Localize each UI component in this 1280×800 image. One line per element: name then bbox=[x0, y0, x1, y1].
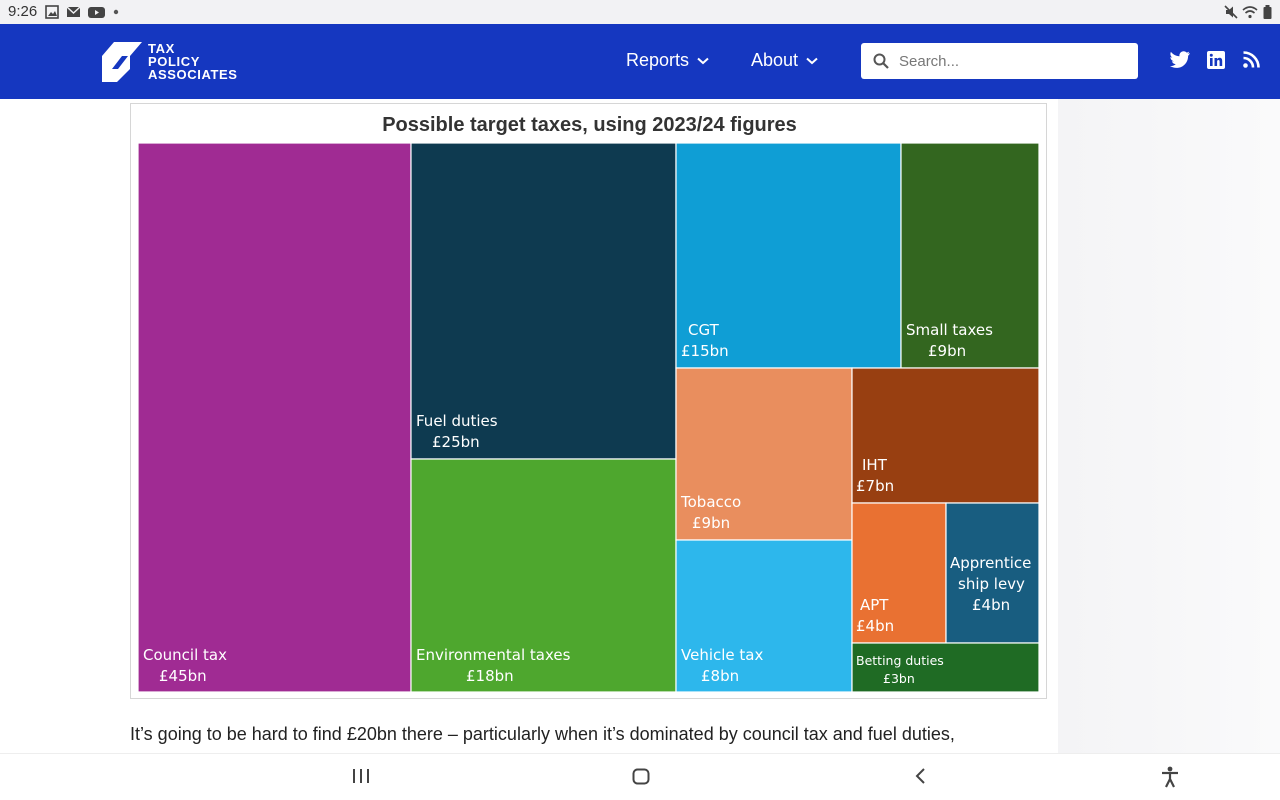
status-bar: 9:26 bbox=[0, 0, 1280, 24]
search-box[interactable] bbox=[861, 43, 1138, 79]
treemap-rect bbox=[410, 458, 677, 693]
treemap-label: Fuel duties bbox=[416, 412, 498, 430]
treemap-rect bbox=[851, 642, 1040, 693]
treemap-tile-cgt: CGT £15bn bbox=[675, 142, 902, 369]
rss-icon[interactable] bbox=[1243, 51, 1260, 68]
site-logo[interactable]: TAX POLICY ASSOCIATES bbox=[102, 42, 252, 82]
youtube-icon bbox=[88, 7, 105, 18]
treemap-rect bbox=[945, 502, 1040, 644]
treemap-value-label: £4bn bbox=[856, 617, 894, 635]
treemap-label: APT bbox=[860, 596, 889, 614]
more-notifications-icon bbox=[113, 9, 119, 15]
chevron-down-icon bbox=[697, 57, 709, 64]
treemap-value-label: £25bn bbox=[432, 433, 480, 451]
treemap-value-label: £15bn bbox=[681, 342, 729, 360]
treemap-value-label: £7bn bbox=[856, 477, 894, 495]
nav-reports-label: Reports bbox=[626, 50, 690, 70]
linkedin-icon[interactable] bbox=[1207, 51, 1225, 69]
logo-mark-icon bbox=[102, 42, 142, 82]
treemap-tile-betting-duties: Betting duties £3bn bbox=[851, 642, 1040, 693]
treemap-value-label: £9bn bbox=[928, 342, 966, 360]
back-icon[interactable] bbox=[914, 766, 928, 786]
search-input[interactable] bbox=[899, 52, 1129, 70]
status-time: 9:26 bbox=[8, 3, 38, 20]
treemap-tile-small-taxes: Small taxes £9bn bbox=[900, 142, 1040, 369]
search-icon bbox=[873, 53, 889, 69]
treemap-label: CGT bbox=[688, 321, 720, 339]
site-header: TAX POLICY ASSOCIATES Reports About bbox=[0, 24, 1280, 99]
treemap-label: Environmental taxes bbox=[416, 646, 571, 664]
mute-icon bbox=[1224, 5, 1238, 19]
article-paragraph: It’s going to be hard to find £20bn ther… bbox=[130, 724, 955, 744]
side-panel bbox=[1058, 99, 1280, 753]
treemap-label: Vehicle tax bbox=[681, 646, 763, 664]
accessibility-icon[interactable] bbox=[1160, 766, 1180, 788]
mail-icon bbox=[66, 6, 81, 17]
treemap-label: ship levy bbox=[958, 575, 1025, 593]
chart-figure: Possible target taxes, using 2023/24 fig… bbox=[130, 103, 1047, 699]
logo-text: TAX POLICY ASSOCIATES bbox=[148, 42, 238, 81]
nav-about-label: About bbox=[751, 50, 799, 70]
treemap-label: Council tax bbox=[143, 646, 227, 664]
treemap-tile-vehicle-tax: Vehicle tax £8bn bbox=[675, 539, 853, 693]
battery-icon bbox=[1263, 5, 1272, 19]
treemap-rect bbox=[137, 142, 412, 693]
wifi-icon bbox=[1242, 6, 1258, 19]
treemap-rect bbox=[410, 142, 677, 460]
recent-apps-icon[interactable] bbox=[352, 766, 370, 786]
treemap-rect bbox=[851, 367, 1040, 504]
twitter-icon[interactable] bbox=[1170, 51, 1190, 68]
treemap-tile-apt: APT £4bn bbox=[851, 502, 947, 644]
treemap-tile-environmental-taxes: Environmental taxes £18bn bbox=[410, 458, 677, 693]
system-nav-bar bbox=[0, 753, 1280, 800]
treemap-tile-apprentice-ship-levy: Apprentice ship levy £4bn bbox=[945, 502, 1040, 644]
treemap-value-label: £4bn bbox=[972, 596, 1010, 614]
treemap-label: Small taxes bbox=[906, 321, 993, 339]
logo-line-2: POLICY bbox=[148, 54, 200, 69]
treemap-chart: Council tax £45bn Fuel duties £25bn Environm… bbox=[137, 142, 1040, 693]
treemap-rect bbox=[675, 367, 853, 541]
treemap-label: Tobacco bbox=[680, 493, 741, 511]
gallery-icon bbox=[45, 5, 59, 19]
treemap-rect bbox=[851, 502, 947, 644]
nav-about[interactable]: About bbox=[751, 50, 818, 71]
nav-reports[interactable]: Reports bbox=[626, 50, 709, 71]
treemap-label: IHT bbox=[862, 456, 888, 474]
treemap-value-label: £45bn bbox=[159, 667, 207, 685]
treemap-label: Betting duties bbox=[856, 653, 944, 668]
treemap-rect bbox=[675, 539, 853, 693]
chart-title: Possible target taxes, using 2023/24 fig… bbox=[382, 114, 797, 136]
treemap-label: Apprentice bbox=[950, 554, 1031, 572]
treemap-value-label: £18bn bbox=[466, 667, 514, 685]
treemap-tile-council-tax: Council tax £45bn bbox=[137, 142, 412, 693]
treemap-tile-fuel-duties: Fuel duties £25bn bbox=[410, 142, 677, 460]
chevron-down-icon bbox=[806, 57, 818, 64]
treemap-value-label: £9bn bbox=[692, 514, 730, 532]
logo-line-3: ASSOCIATES bbox=[148, 67, 238, 82]
treemap-tile-iht: IHT £7bn bbox=[851, 367, 1040, 504]
home-icon[interactable] bbox=[632, 766, 650, 786]
treemap-value-label: £3bn bbox=[883, 671, 915, 686]
treemap-value-label: £8bn bbox=[701, 667, 739, 685]
treemap-tile-tobacco: Tobacco £9bn bbox=[675, 367, 853, 541]
logo-line-1: TAX bbox=[148, 41, 175, 56]
